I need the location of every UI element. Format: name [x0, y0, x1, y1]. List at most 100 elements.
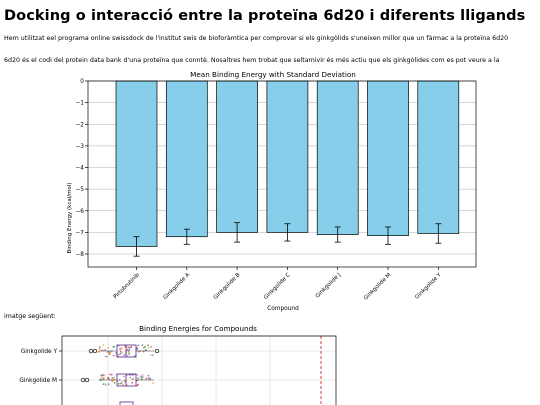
scatter-chart-plot-frame — [61, 335, 337, 405]
bar — [417, 80, 460, 234]
data-point — [104, 349, 107, 351]
outlier-point — [80, 377, 86, 383]
data-point — [145, 377, 148, 380]
y-tick-label: Ginkgolide M — [19, 378, 57, 384]
protein-note-paragraph: 6d20 és el codi del protein data bank d'… — [4, 57, 500, 64]
data-point — [142, 376, 144, 378]
data-point — [107, 377, 110, 379]
data-point — [132, 377, 135, 380]
data-point — [123, 379, 126, 382]
data-point — [113, 345, 116, 348]
data-point — [113, 381, 116, 384]
data-point — [147, 374, 150, 377]
data-point — [144, 345, 146, 348]
y-tick-label: −8 — [75, 252, 84, 258]
y-tick-label: −3 — [75, 144, 84, 150]
data-point — [129, 376, 132, 379]
data-point — [128, 352, 130, 354]
data-point — [108, 353, 111, 356]
data-point — [119, 350, 122, 353]
data-point — [121, 347, 123, 350]
y-tick-label: −5 — [75, 187, 84, 193]
data-point — [117, 382, 120, 385]
data-point — [102, 383, 105, 385]
data-point — [98, 348, 101, 351]
data-point — [137, 344, 140, 347]
data-point — [118, 353, 121, 356]
y-tick-label: −1 — [75, 101, 84, 107]
data-point — [103, 374, 105, 377]
data-point — [129, 346, 132, 349]
y-tick-label: −7 — [75, 230, 84, 236]
outlier-point — [84, 377, 90, 383]
data-point — [121, 351, 124, 354]
data-point — [113, 378, 115, 381]
data-point — [106, 355, 108, 358]
y-tick-label: −4 — [75, 166, 84, 172]
data-point — [126, 348, 128, 351]
y-tick-label: Ginkgolide Y — [21, 349, 58, 355]
page-title: Docking o interacció entre la proteïna 6… — [4, 8, 526, 24]
x-tick-label: Ginkgolide Y — [414, 272, 443, 301]
data-point — [119, 382, 122, 385]
bar — [316, 80, 359, 235]
data-point — [141, 374, 144, 376]
data-point — [137, 383, 140, 386]
data-point — [105, 384, 107, 386]
data-point — [118, 378, 121, 381]
data-point — [119, 348, 121, 351]
data-point — [126, 354, 129, 357]
data-point — [151, 354, 154, 357]
data-point — [148, 377, 151, 379]
data-point — [149, 354, 152, 356]
data-point — [119, 352, 122, 355]
data-point — [123, 354, 126, 356]
x-tick-label: Ginkgolide M — [363, 272, 393, 302]
outlier-point — [88, 348, 94, 354]
data-point — [128, 348, 131, 351]
data-point — [147, 346, 150, 349]
data-point — [98, 346, 101, 349]
data-point — [112, 354, 115, 357]
data-point — [131, 382, 134, 384]
bar-chart: Mean Binding Energy with Standard Deviat… — [67, 70, 477, 312]
data-point — [128, 374, 131, 376]
x-tick-label: Ginkgolide B — [213, 272, 242, 301]
data-point — [110, 373, 113, 376]
bar — [266, 80, 309, 233]
data-point — [143, 346, 145, 349]
data-point — [144, 349, 147, 351]
data-point — [136, 347, 139, 350]
scatter-chart: Binding Energies for Compounds Ginkgolid… — [19, 324, 337, 405]
bar — [165, 80, 208, 238]
data-point — [152, 382, 155, 384]
data-point — [121, 380, 123, 383]
bar — [115, 80, 158, 247]
bar — [216, 80, 258, 233]
y-tick-label: 0 — [80, 79, 84, 85]
y-tick-label: −6 — [75, 209, 84, 215]
outlier-point — [92, 348, 98, 354]
data-point — [102, 344, 105, 346]
intro-paragraph: Hem utilitzat eel programa online swissd… — [4, 35, 509, 42]
data-point — [150, 345, 153, 348]
data-point — [137, 377, 140, 379]
y-tick-label: −2 — [75, 122, 84, 128]
data-point — [128, 346, 130, 349]
data-point — [122, 383, 125, 386]
bar — [367, 80, 409, 236]
data-point — [107, 383, 110, 386]
data-point — [123, 375, 125, 378]
data-point — [113, 376, 115, 379]
bar-chart-y-label: Binding Energy (kcal/mol) — [67, 182, 73, 253]
data-point — [100, 374, 103, 377]
outlier-point — [154, 348, 160, 354]
scatter-chart-title: Binding Energies for Compounds — [139, 324, 257, 333]
bar-chart-x-label: Compound — [267, 306, 299, 312]
box — [119, 401, 134, 405]
x-tick-label: Ginkgolide C — [263, 272, 292, 301]
data-point — [98, 350, 101, 353]
data-point — [111, 377, 114, 379]
data-point — [102, 378, 105, 380]
data-point — [136, 374, 139, 376]
